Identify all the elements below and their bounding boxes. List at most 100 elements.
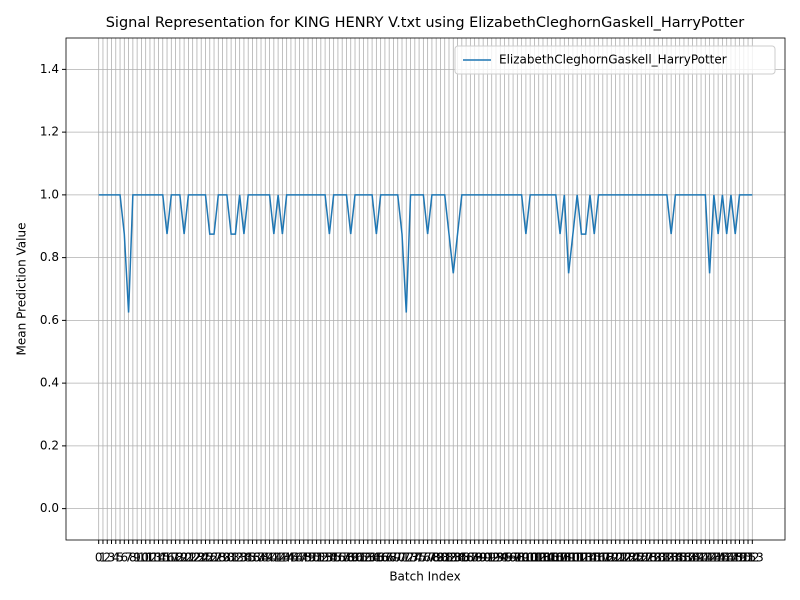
x-tick-label: 34	[236, 551, 251, 565]
x-tick-label: 119	[596, 551, 619, 565]
x-tick-label: 75	[411, 551, 426, 565]
x-tick-label: 50	[305, 551, 320, 565]
x-tick-label: 122	[608, 551, 631, 565]
x-tick-label: 6	[120, 551, 128, 565]
x-tick-label: 41	[266, 551, 281, 565]
x-tick-label: 46	[288, 551, 303, 565]
x-tick-label: 55	[326, 551, 341, 565]
x-tick-label: 98	[510, 551, 525, 565]
plot-frame	[65, 37, 786, 541]
x-tick-label: 126	[626, 551, 649, 565]
x-tick-label: 125	[621, 551, 644, 565]
x-tick-label: 3	[108, 551, 116, 565]
y-tick-label: 0.6	[40, 313, 59, 327]
x-tick-label: 62	[356, 551, 371, 565]
x-tick-label: 89	[471, 551, 486, 565]
x-tick-label: 92	[484, 551, 499, 565]
x-tick-label: 124	[617, 551, 640, 565]
x-tick-label: 83	[446, 551, 461, 565]
x-tick-label: 70	[390, 551, 405, 565]
x-tick-label: 82	[441, 551, 456, 565]
x-tick-label: 73	[403, 551, 418, 565]
x-tick-label: 87	[463, 551, 478, 565]
x-tick-label: 64	[364, 551, 379, 565]
y-tick-label: 0.8	[40, 250, 59, 264]
x-tick-label: 9	[133, 551, 141, 565]
x-tick-label: 99	[514, 551, 529, 565]
x-tick-label: 27	[206, 551, 221, 565]
x-tick-label: 79	[429, 551, 444, 565]
x-tick-label: 7	[125, 551, 133, 565]
x-tick-label: 149	[724, 551, 747, 565]
x-tick-label: 5	[116, 551, 124, 565]
x-tick-label: 63	[360, 551, 375, 565]
x-tick-label: 84	[450, 551, 465, 565]
x-tick-label: 4	[112, 551, 120, 565]
x-tick-label: 16	[159, 551, 174, 565]
x-tick-label: 133	[655, 551, 678, 565]
x-tick-label: 33	[232, 551, 247, 565]
x-tick-label: 47	[292, 551, 307, 565]
x-tick-label: 53	[317, 551, 332, 565]
x-tick-label: 148	[720, 551, 743, 565]
x-tick-label: 104	[532, 551, 555, 565]
x-tick-label: 35	[241, 551, 256, 565]
x-tick-label: 93	[488, 551, 503, 565]
x-tick-label: 81	[437, 551, 452, 565]
x-tick-label: 38	[253, 551, 268, 565]
x-tick-label: 59	[343, 551, 358, 565]
y-tick-label: 1.4	[40, 62, 59, 76]
x-tick-label: 52	[313, 551, 328, 565]
x-tick-label: 120	[600, 551, 623, 565]
x-tick-label: 144	[702, 551, 725, 565]
x-tick-label: 32	[228, 551, 243, 565]
x-tick-label: 111	[561, 551, 584, 565]
x-tick-label: 136	[668, 551, 691, 565]
x-tick-label: 71	[394, 551, 409, 565]
x-tick-label: 108	[549, 551, 572, 565]
x-tick-label: 30	[219, 551, 234, 565]
x-tick-label: 95	[497, 551, 512, 565]
x-tick-label: 1	[99, 551, 107, 565]
x-tick-label: 43	[275, 551, 290, 565]
x-tick-label: 8	[129, 551, 137, 565]
x-tick-label: 20	[176, 551, 191, 565]
x-tick-label: 11	[138, 551, 153, 565]
x-tick-label: 39	[258, 551, 273, 565]
x-tick-label: 67	[377, 551, 392, 565]
x-tick-label: 110	[557, 551, 580, 565]
x-tick-label: 147	[715, 551, 738, 565]
x-tick-label: 37	[249, 551, 264, 565]
x-tick-label: 78	[424, 551, 439, 565]
x-tick-label: 103	[527, 551, 550, 565]
x-tick-label: 40	[262, 551, 277, 565]
x-tick-label: 128	[634, 551, 657, 565]
x-tick-label: 107	[544, 551, 567, 565]
x-tick-label: 105	[536, 551, 559, 565]
x-tick-label: 45	[283, 551, 298, 565]
x-tick-label: 150	[728, 551, 751, 565]
x-tick-label: 13	[147, 551, 162, 565]
x-tick-label: 19	[172, 551, 187, 565]
x-tick-label: 142	[694, 551, 717, 565]
x-tick-label: 72	[399, 551, 414, 565]
x-tick-label: 131	[647, 551, 670, 565]
x-tick-label: 129	[638, 551, 661, 565]
y-tick-label: 1.2	[40, 125, 59, 139]
x-tick-label: 121	[604, 551, 627, 565]
x-tick-label: 132	[651, 551, 674, 565]
x-tick-label: 61	[352, 551, 367, 565]
x-tick-label: 60	[347, 551, 362, 565]
x-tick-label: 137	[673, 551, 696, 565]
x-tick-label: 90	[476, 551, 491, 565]
x-tick-label: 91	[480, 551, 495, 565]
x-tick-label: 48	[296, 551, 311, 565]
x-tick-label: 26	[202, 551, 217, 565]
x-tick-label: 97	[505, 551, 520, 565]
x-tick-label: 114	[574, 551, 597, 565]
x-tick-label: 100	[514, 551, 537, 565]
x-tick-label: 96	[501, 551, 516, 565]
x-tick-label: 49	[300, 551, 315, 565]
x-tick-label: 141	[690, 551, 713, 565]
x-tick-label: 146	[711, 551, 734, 565]
